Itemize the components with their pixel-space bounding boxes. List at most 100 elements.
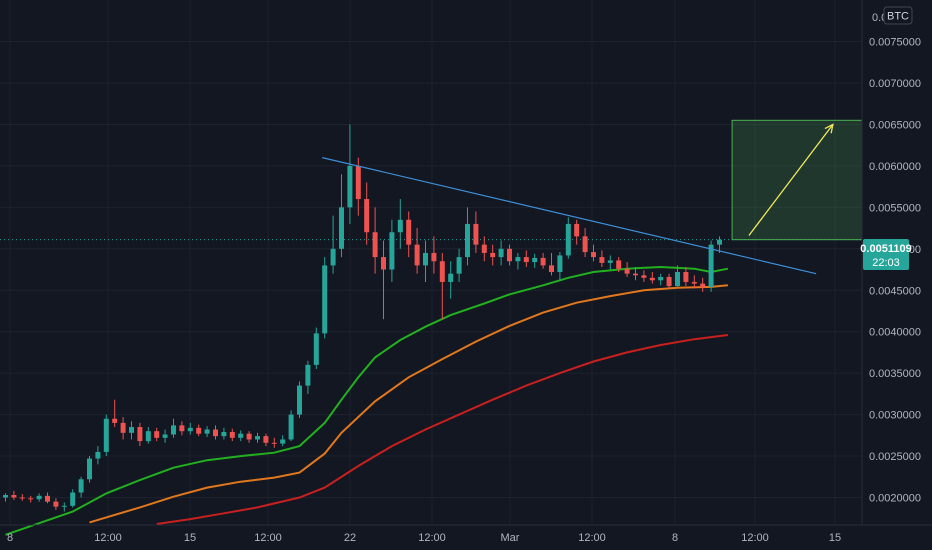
candle [28, 495, 34, 503]
price-tick-label: 0.0020000 [869, 493, 921, 505]
candle-body [129, 427, 134, 433]
candle [549, 252, 554, 276]
candle-body [616, 260, 622, 269]
candle [633, 267, 638, 281]
trendline[interactable] [322, 157, 817, 275]
price-tick-label: 0.0035000 [869, 368, 921, 380]
time-tick-label: 22 [344, 532, 356, 544]
candle-body [305, 364, 311, 386]
candle [599, 250, 605, 268]
last-price-tag: 0.0051109 22:03 [860, 239, 912, 270]
candle-body [255, 436, 260, 440]
candle-body [490, 252, 496, 258]
candle [683, 267, 689, 287]
price-tick-label: 0.0030000 [869, 410, 921, 422]
candle [154, 427, 160, 442]
candle [204, 426, 210, 437]
candle-body [196, 427, 202, 434]
candle-body [204, 429, 210, 434]
candle-body [347, 165, 353, 208]
candle [616, 257, 622, 273]
last-price-value: 0.0051109 [860, 243, 911, 255]
candle-body [515, 257, 521, 262]
time-axis[interactable]: 8 12:00 15 12:00 22 12:00 Mar 12:00 8 12:00 15 [7, 532, 841, 544]
candle [246, 431, 252, 443]
projection-arrow-head[interactable] [824, 123, 834, 134]
candle-body [498, 248, 504, 258]
candle-body [28, 498, 34, 500]
candle [339, 174, 344, 258]
candle [540, 252, 546, 269]
candle-body [414, 244, 420, 266]
moving-average-layer [5, 265, 729, 536]
candle-body [87, 458, 92, 480]
drawing-layer[interactable] [322, 119, 863, 275]
candle-body [389, 232, 395, 270]
candle-body [591, 252, 596, 258]
candle [36, 493, 42, 502]
candle [498, 240, 504, 266]
candle [666, 273, 672, 289]
candle [87, 456, 92, 483]
time-tick-label: 12:00 [94, 532, 122, 544]
candle [280, 435, 286, 447]
projection-box[interactable] [731, 119, 863, 241]
candle [78, 476, 84, 498]
candle-body [465, 223, 470, 258]
countdown-value: 22:03 [872, 257, 900, 269]
candle [607, 255, 613, 270]
candle [19, 494, 25, 501]
candle-body [213, 429, 218, 437]
candle [305, 360, 311, 394]
projection-arrow-shaft[interactable] [748, 124, 834, 236]
candle-body [507, 248, 512, 262]
price-tick-label: 0.0060000 [869, 161, 921, 173]
candle [439, 252, 445, 320]
candle [414, 228, 420, 274]
candle-body [355, 165, 361, 200]
candle [45, 492, 50, 504]
candle-body [78, 479, 84, 493]
candle-body [574, 223, 580, 237]
candle-body [19, 497, 25, 499]
candle [196, 424, 202, 437]
candle [423, 240, 428, 282]
candle [624, 262, 630, 277]
candle [347, 124, 353, 224]
candle [532, 253, 538, 268]
candle [717, 236, 722, 253]
candle-body [372, 232, 378, 258]
candle [473, 211, 479, 253]
price-tick-label: 0.0045000 [869, 285, 921, 297]
candle-body [229, 432, 235, 438]
candle-body [280, 439, 286, 444]
candle-body [322, 265, 328, 334]
time-tick-label: 8 [7, 532, 13, 544]
candle-body [431, 252, 437, 262]
candle-body [532, 257, 538, 263]
candle [372, 207, 378, 274]
candle-body [61, 505, 67, 507]
candle [263, 433, 269, 447]
candle [691, 275, 697, 289]
candle-body [246, 433, 252, 440]
candle [3, 493, 8, 502]
candle [456, 248, 462, 282]
candle [397, 199, 403, 249]
candle-body [171, 425, 176, 435]
candle [582, 228, 588, 258]
candle-body [120, 422, 126, 433]
candle-body [607, 260, 613, 263]
candle [641, 270, 647, 282]
candle [129, 421, 134, 440]
candle [355, 157, 361, 216]
candle-body [95, 451, 101, 459]
candle [255, 432, 260, 443]
candle [406, 211, 412, 258]
time-tick-label: 12:00 [578, 532, 606, 544]
candle-layer [3, 124, 722, 512]
candle [700, 277, 706, 292]
